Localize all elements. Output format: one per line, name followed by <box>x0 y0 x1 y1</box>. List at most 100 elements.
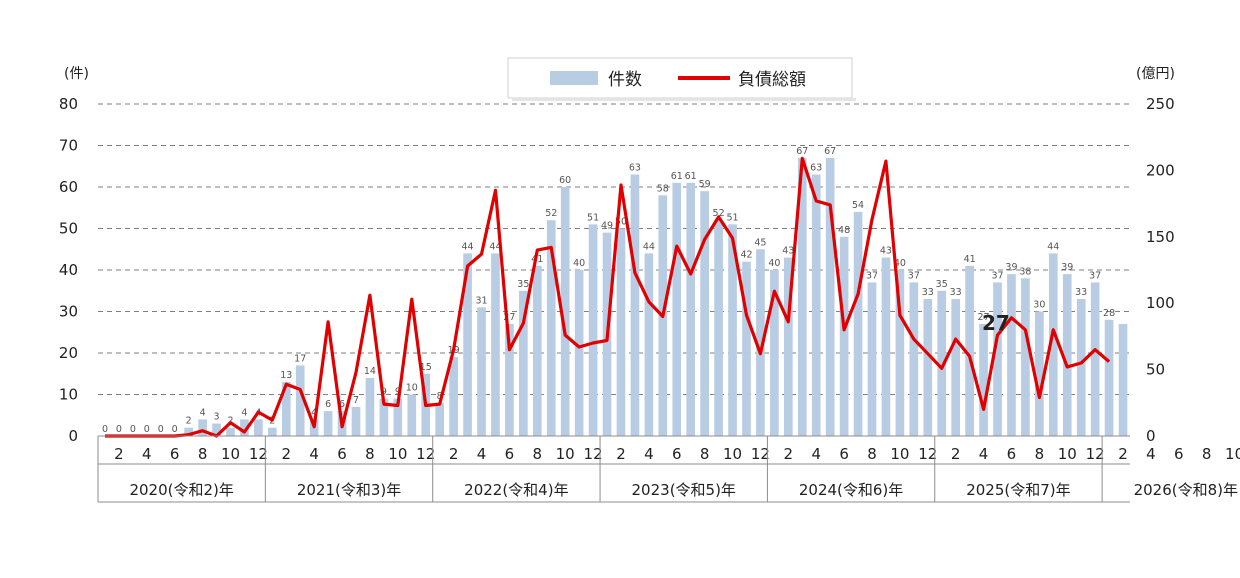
bar <box>505 323 514 436</box>
bar-data-label: 33 <box>950 287 962 298</box>
x-month-tick-label: 8 <box>867 445 877 463</box>
left-axis-unit: (件) <box>64 66 89 82</box>
x-month-tick-label: 2 <box>951 445 961 463</box>
bar <box>407 394 417 436</box>
x-month-tick-label: 12 <box>1086 445 1105 463</box>
bar <box>574 270 584 436</box>
legend-bar-swatch <box>550 71 598 85</box>
bar <box>770 270 779 436</box>
x-year-label: 2022(令和4)年 <box>464 481 568 499</box>
x-month-tick-label: 2 <box>281 445 291 463</box>
x-month-tick-label: 8 <box>365 445 375 463</box>
bar <box>839 236 849 436</box>
x-month-tick-label: 10 <box>221 445 240 463</box>
bar <box>895 270 905 436</box>
bar <box>435 402 444 436</box>
right-axis-unit: (億円) <box>1136 66 1175 82</box>
bar <box>1118 323 1128 436</box>
bar-data-label: 4 <box>311 407 317 418</box>
x-month-tick-label: 12 <box>584 445 603 463</box>
x-month-tick-label: 10 <box>890 445 909 463</box>
bar-data-label: 58 <box>657 183 669 194</box>
bar-data-label: 6 <box>325 399 331 410</box>
bar-data-label: 35 <box>936 279 948 290</box>
x-year-label: 2023(令和5)年 <box>632 481 736 499</box>
bar <box>1007 274 1016 436</box>
bar <box>630 174 640 437</box>
legend-bar-label: 件数 <box>608 70 642 90</box>
bar-data-label: 48 <box>838 225 850 236</box>
x-month-tick-label: 6 <box>337 445 347 463</box>
bar <box>686 182 696 436</box>
x-month-tick-label: 10 <box>388 445 407 463</box>
bar-data-label: 67 <box>824 146 836 157</box>
bar <box>1076 299 1086 436</box>
y-left-tick-label: 70 <box>59 137 78 155</box>
bar <box>672 182 682 436</box>
bar-data-label: 0 <box>172 424 178 435</box>
x-month-tick-label: 10 <box>556 445 575 463</box>
bar <box>379 398 389 436</box>
y-left-tick-label: 20 <box>59 344 78 362</box>
bar-data-label: 52 <box>713 208 725 219</box>
x-month-tick-label: 10 <box>723 445 742 463</box>
bar-data-label: 37 <box>908 270 920 281</box>
bar <box>728 224 737 436</box>
bar-data-label: 0 <box>102 424 108 435</box>
x-month-tick-label: 4 <box>309 445 319 463</box>
bar <box>463 253 472 436</box>
bar-data-label: 14 <box>364 366 376 377</box>
x-month-tick-label: 4 <box>142 445 152 463</box>
bar <box>937 290 947 436</box>
bar-data-label: 54 <box>852 200 864 211</box>
bar-data-label: 27 <box>978 312 990 323</box>
bar <box>240 419 249 436</box>
x-month-tick-label: 12 <box>751 445 770 463</box>
bar <box>1090 282 1100 436</box>
y-right-tick-label: 50 <box>1146 361 1165 379</box>
bar-data-label: 40 <box>768 258 780 269</box>
bar <box>532 265 542 436</box>
x-year-label: 2026(令和8)年 <box>1134 481 1238 499</box>
bar <box>560 187 570 436</box>
x-month-tick-label: 6 <box>505 445 515 463</box>
bar <box>254 419 263 436</box>
bar-data-label: 37 <box>1089 270 1101 281</box>
bar <box>756 249 765 436</box>
bar-data-label: 44 <box>1047 241 1059 252</box>
bar <box>281 382 291 436</box>
y-left-tick-label: 80 <box>59 95 78 113</box>
bar <box>1048 253 1058 436</box>
bar <box>951 299 960 436</box>
x-month-tick-label: 8 <box>1202 445 1212 463</box>
x-year-label: 2024(令和6)年 <box>799 481 903 499</box>
bar-data-label: 13 <box>280 370 292 381</box>
x-month-tick-label: 4 <box>811 445 821 463</box>
bar-data-label: 50 <box>615 217 627 228</box>
x-month-tick-label: 2 <box>1118 445 1128 463</box>
bar <box>714 220 723 436</box>
bar-data-label: 9 <box>395 387 401 398</box>
bar-data-label: 15 <box>420 362 432 373</box>
x-month-tick-label: 6 <box>170 445 180 463</box>
y-left-tick-label: 0 <box>68 427 78 445</box>
bar-data-label: 44 <box>462 241 474 252</box>
bar <box>226 427 235 436</box>
bar <box>365 377 375 436</box>
bar-data-label: 67 <box>796 146 808 157</box>
bar-data-label: 3 <box>214 412 220 423</box>
y-right-tick-label: 200 <box>1146 161 1175 179</box>
bar <box>184 427 193 436</box>
bar-data-label: 38 <box>1019 266 1031 277</box>
x-month-tick-label: 10 <box>1225 445 1240 463</box>
x-month-tick-label: 12 <box>249 445 268 463</box>
bar-data-label: 33 <box>1075 287 1087 298</box>
bar <box>923 299 933 436</box>
x-month-tick-label: 12 <box>918 445 937 463</box>
x-month-tick-label: 6 <box>1174 445 1184 463</box>
debt-total-line <box>105 156 1111 438</box>
bar <box>212 423 221 436</box>
bar <box>644 253 654 436</box>
